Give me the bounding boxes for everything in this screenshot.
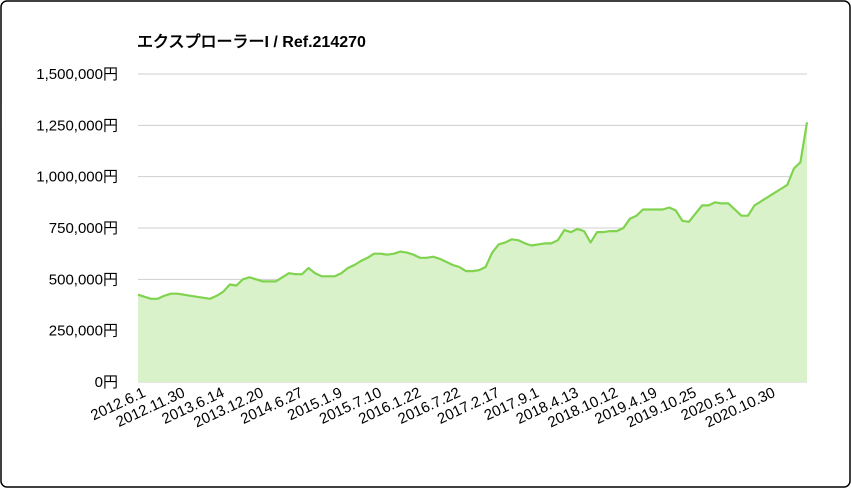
y-tick-label: 500,000円	[49, 271, 118, 288]
chart-title: エクスプローラーI / Ref.214270	[137, 32, 366, 51]
y-tick-label: 1,250,000円	[36, 117, 118, 134]
y-tick-label: 750,000円	[49, 220, 118, 237]
area	[138, 122, 807, 383]
line	[137, 122, 809, 300]
y-tick-label: 1,500,000円	[36, 66, 118, 83]
y-tick-label: 0円	[95, 374, 118, 391]
y-tick-label: 1,000,000円	[36, 169, 118, 186]
y-tick-label: 250,000円	[49, 323, 118, 340]
